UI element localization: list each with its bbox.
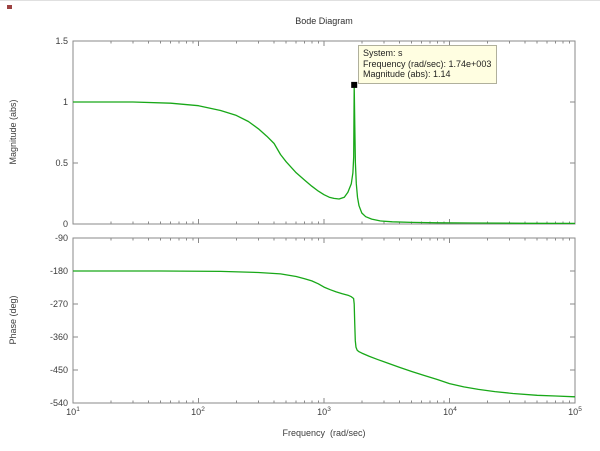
xtick-label: 103 xyxy=(317,406,331,417)
mag-ytick-label: 0.5 xyxy=(55,158,68,168)
phase-ytick-label: -90 xyxy=(54,233,68,243)
xtick-label: 102 xyxy=(191,406,205,417)
magnitude-curve[interactable] xyxy=(73,84,576,225)
magnitude-axis-label: Magnitude (abs) xyxy=(8,99,18,165)
phase-ytick-label: -180 xyxy=(49,266,68,276)
datatip[interactable]: System: s Frequency (rad/sec): 1.74e+003… xyxy=(358,45,498,84)
frequency-axis-label: Frequency (rad/sec) xyxy=(282,428,366,438)
xtick-label: 104 xyxy=(443,406,457,417)
phase-ytick-label: -450 xyxy=(49,365,68,375)
datatip-marker[interactable] xyxy=(351,81,358,88)
datatip-line-magnitude: Magnitude (abs): 1.14 xyxy=(363,69,451,79)
phase-ytick-label: -270 xyxy=(49,299,68,309)
mag-ytick-label: 1.5 xyxy=(55,36,68,46)
phase-ytick-label: -540 xyxy=(49,398,68,408)
datatip-line-system: System: s xyxy=(363,48,403,58)
xtick-label: 105 xyxy=(568,406,582,417)
plot-title: Bode Diagram xyxy=(295,16,353,26)
magnitude-axes xyxy=(72,40,576,225)
mag-ytick-label: 0 xyxy=(62,219,68,229)
screen-artifact xyxy=(7,5,12,9)
xtick-label: 101 xyxy=(66,406,80,417)
datatip-line-frequency: Frequency (rad/sec): 1.74e+003 xyxy=(363,58,492,69)
mag-ytick-label: 1 xyxy=(62,97,68,107)
phase-curve[interactable] xyxy=(73,270,576,398)
phase-axis-label: Phase (deg) xyxy=(8,295,18,345)
phase-ytick-label: -360 xyxy=(49,332,68,342)
phase-axes xyxy=(72,237,576,404)
